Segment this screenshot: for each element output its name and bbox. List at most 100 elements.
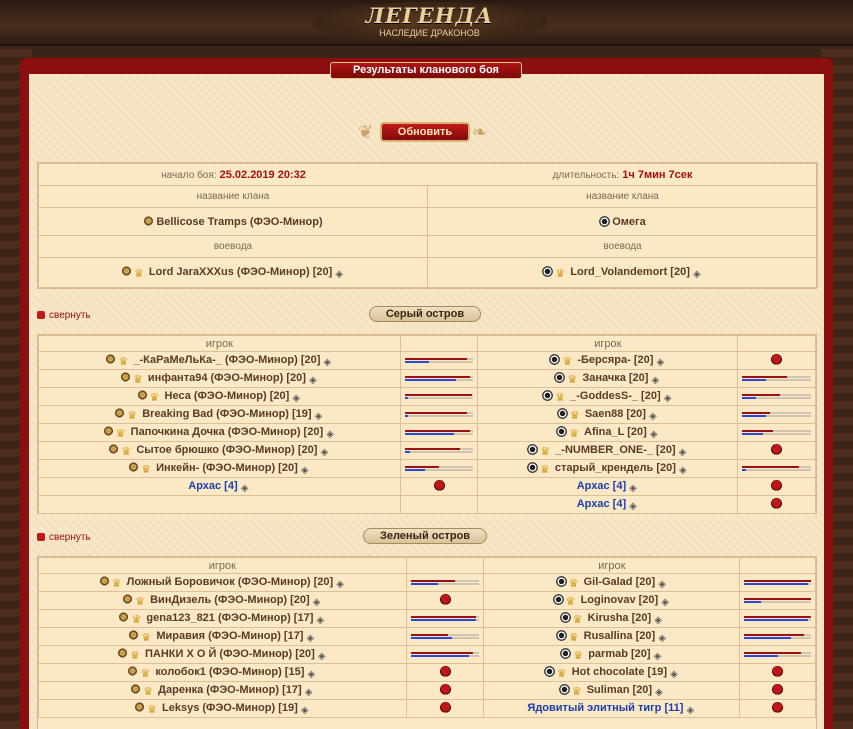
player-cell[interactable]: ♛ Afina_L [20] ◈: [477, 423, 739, 442]
voevoda-left[interactable]: ♛ Lord JaraXXXus (ФЭО-Минор) [20] ◈: [38, 257, 428, 288]
info-icon[interactable]: ◈: [670, 668, 678, 680]
player-cell[interactable]: ♛ Сытое брюшко (ФЭО-Минор) [20] ◈: [38, 441, 401, 460]
player-cell[interactable]: ♛ -Берсяра- [20] ◈: [477, 351, 739, 370]
clan-left[interactable]: Bellicose Tramps (ФЭО-Минор): [38, 207, 428, 236]
player-name[interactable]: Ядовитый элитный тигр [11]: [527, 701, 684, 714]
player-name[interactable]: Сытое брюшко (ФЭО-Минор) [20]: [136, 443, 318, 456]
player-cell[interactable]: Архас [4] ◈: [477, 495, 739, 514]
player-name[interactable]: Неса (ФЭО-Минор) [20]: [164, 389, 290, 402]
player-name[interactable]: Saen88 [20]: [584, 407, 646, 420]
info-icon[interactable]: ◈: [292, 392, 301, 404]
player-cell[interactable]: ♛ Миравия (ФЭО-Минор) [17] ◈: [38, 627, 407, 646]
info-icon[interactable]: ◈: [240, 482, 249, 494]
player-cell[interactable]: ♛ Rusallina [20] ◈: [483, 627, 741, 646]
player-name[interactable]: Afina_L [20]: [584, 425, 647, 438]
info-icon[interactable]: ◈: [629, 482, 637, 494]
player-name[interactable]: Ложный Боровичок (ФЭО-Минор) [20]: [126, 575, 334, 588]
info-icon[interactable]: ◈: [308, 374, 317, 386]
player-cell[interactable]: ♛ колобок1 (ФЭО-Минор) [15] ◈: [38, 663, 407, 682]
player-name[interactable]: gena123_821 (ФЭО-Минор) [17]: [146, 611, 314, 624]
player-cell[interactable]: ♛ Suliman [20] ◈: [483, 681, 741, 700]
player-name[interactable]: Gil-Galad [20]: [583, 575, 656, 588]
info-icon[interactable]: ◈: [300, 464, 309, 476]
player-cell[interactable]: ♛ _-КаРаМеЛьКа-_ (ФЭО-Минор) [20] ◈: [38, 351, 401, 370]
player-cell[interactable]: ♛ Hot chocolate [19] ◈: [483, 663, 741, 682]
info-icon[interactable]: ◈: [658, 632, 666, 644]
player-cell[interactable]: ♛ Заначка [20] ◈: [477, 369, 739, 388]
player-cell[interactable]: ♛ gena123_821 (ФЭО-Минор) [17] ◈: [38, 609, 407, 628]
info-icon[interactable]: ◈: [692, 268, 701, 280]
info-icon[interactable]: ◈: [649, 428, 658, 440]
player-name[interactable]: инфанта94 (ФЭО-Минор) [20]: [147, 371, 306, 384]
info-icon[interactable]: ◈: [654, 614, 662, 626]
info-icon[interactable]: ◈: [661, 596, 669, 608]
player-name[interactable]: колобок1 (ФЭО-Минор) [15]: [155, 665, 305, 678]
info-icon[interactable]: ◈: [307, 668, 316, 680]
player-name[interactable]: ПАНКИ Х О Й (ФЭО-Минор) [20]: [144, 647, 315, 660]
player-name[interactable]: parmab [20]: [588, 647, 651, 660]
player-name[interactable]: _-КаРаМеЛьКа-_ (ФЭО-Минор) [20]: [133, 353, 321, 366]
info-icon[interactable]: ◈: [314, 410, 323, 422]
game-logo[interactable]: ЛЕГЕНДА НАСЛЕДИЕ ДРАКОНОВ: [312, 2, 547, 42]
info-icon[interactable]: ◈: [655, 686, 663, 698]
player-cell[interactable]: Архас [4] ◈: [477, 477, 739, 496]
player-cell[interactable]: ♛ parmab [20] ◈: [483, 645, 741, 664]
player-cell[interactable]: ♛ Gil-Galad [20] ◈: [483, 573, 741, 592]
info-icon[interactable]: ◈: [335, 268, 344, 280]
player-name[interactable]: Rusallina [20]: [583, 629, 656, 642]
player-name[interactable]: Suliman [20]: [586, 683, 653, 696]
player-name[interactable]: _-NUMBER_ONE-_ [20]: [555, 443, 676, 456]
collapse-link-island-2[interactable]: свернуть: [37, 532, 91, 543]
player-name[interactable]: Папочкина Дочка (ФЭО-Минор) [20]: [130, 425, 324, 438]
player-name[interactable]: -Берсяра- [20]: [577, 353, 654, 366]
player-name[interactable]: Breaking Bad (ФЭО-Минор) [19]: [142, 407, 312, 420]
player-cell[interactable]: Ядовитый элитный тигр [11] ◈: [483, 699, 741, 718]
player-cell[interactable]: ♛ Leksys (ФЭО-Минор) [19] ◈: [38, 699, 407, 718]
info-icon[interactable]: ◈: [312, 596, 321, 608]
player-name[interactable]: Архас [4]: [576, 479, 627, 492]
info-icon[interactable]: ◈: [300, 704, 309, 716]
player-cell[interactable]: ♛ Папочкина Дочка (ФЭО-Минор) [20] ◈: [38, 423, 401, 442]
info-icon[interactable]: ◈: [649, 410, 657, 422]
info-icon[interactable]: ◈: [323, 356, 332, 368]
info-icon[interactable]: ◈: [316, 614, 325, 626]
player-cell[interactable]: ♛ Loginovav [20] ◈: [483, 591, 741, 610]
player-cell[interactable]: ♛ Saen88 [20] ◈: [477, 405, 739, 424]
info-icon[interactable]: ◈: [653, 650, 662, 662]
info-icon[interactable]: ◈: [336, 578, 344, 590]
player-cell[interactable]: ♛ Инкейн- (ФЭО-Минор) [20] ◈: [38, 459, 401, 478]
player-cell[interactable]: ♛ ВинДизель (ФЭО-Минор) [20] ◈: [38, 591, 407, 610]
player-cell[interactable]: ♛ _-NUMBER_ONE-_ [20] ◈: [477, 441, 739, 460]
info-icon[interactable]: ◈: [326, 428, 334, 440]
player-name[interactable]: Архас [4]: [188, 479, 238, 492]
player-cell[interactable]: ♛ старый_крендель [20] ◈: [477, 459, 739, 478]
player-name[interactable]: Инкейн- (ФЭО-Минор) [20]: [156, 461, 298, 474]
voevoda-right[interactable]: ♛ Lord_Volandemort [20] ◈: [427, 257, 818, 288]
info-icon[interactable]: ◈: [678, 446, 687, 458]
info-icon[interactable]: ◈: [317, 650, 326, 662]
info-icon[interactable]: ◈: [304, 686, 313, 698]
player-cell[interactable]: ♛ Ложный Боровичок (ФЭО-Минор) [20] ◈: [38, 573, 407, 592]
info-icon[interactable]: ◈: [663, 392, 672, 404]
player-name[interactable]: _-GoddesS-_ [20]: [570, 389, 661, 402]
player-name[interactable]: Loginovav [20]: [580, 593, 659, 606]
player-cell[interactable]: ♛ ПАНКИ Х О Й (ФЭО-Минор) [20] ◈: [38, 645, 407, 664]
player-name[interactable]: Миравия (ФЭО-Минор) [17]: [156, 629, 304, 642]
info-icon[interactable]: ◈: [651, 374, 660, 386]
refresh-button[interactable]: Обновить: [380, 122, 470, 142]
collapse-link-island-1[interactable]: свернуть: [37, 310, 91, 321]
player-name[interactable]: Заначка [20]: [582, 371, 649, 384]
player-name[interactable]: Архас [4]: [576, 497, 627, 510]
info-icon[interactable]: ◈: [656, 356, 665, 368]
player-cell[interactable]: ♛ Breaking Bad (ФЭО-Минор) [19] ◈: [38, 405, 401, 424]
info-icon[interactable]: ◈: [629, 500, 637, 512]
player-cell[interactable]: ♛ инфанта94 (ФЭО-Минор) [20] ◈: [38, 369, 401, 388]
player-cell[interactable]: ♛ Kirusha [20] ◈: [483, 609, 741, 628]
player-cell[interactable]: ♛ Даренка (ФЭО-Минор) [17] ◈: [38, 681, 407, 700]
player-cell[interactable]: ♛ _-GoddesS-_ [20] ◈: [477, 387, 739, 406]
player-name[interactable]: Hot chocolate [19]: [571, 665, 668, 678]
player-cell[interactable]: ♛ Неса (ФЭО-Минор) [20] ◈: [38, 387, 401, 406]
player-name[interactable]: Kirusha [20]: [587, 611, 652, 624]
clan-right[interactable]: Омега: [427, 207, 818, 236]
player-cell[interactable]: Архас [4] ◈: [38, 477, 401, 496]
